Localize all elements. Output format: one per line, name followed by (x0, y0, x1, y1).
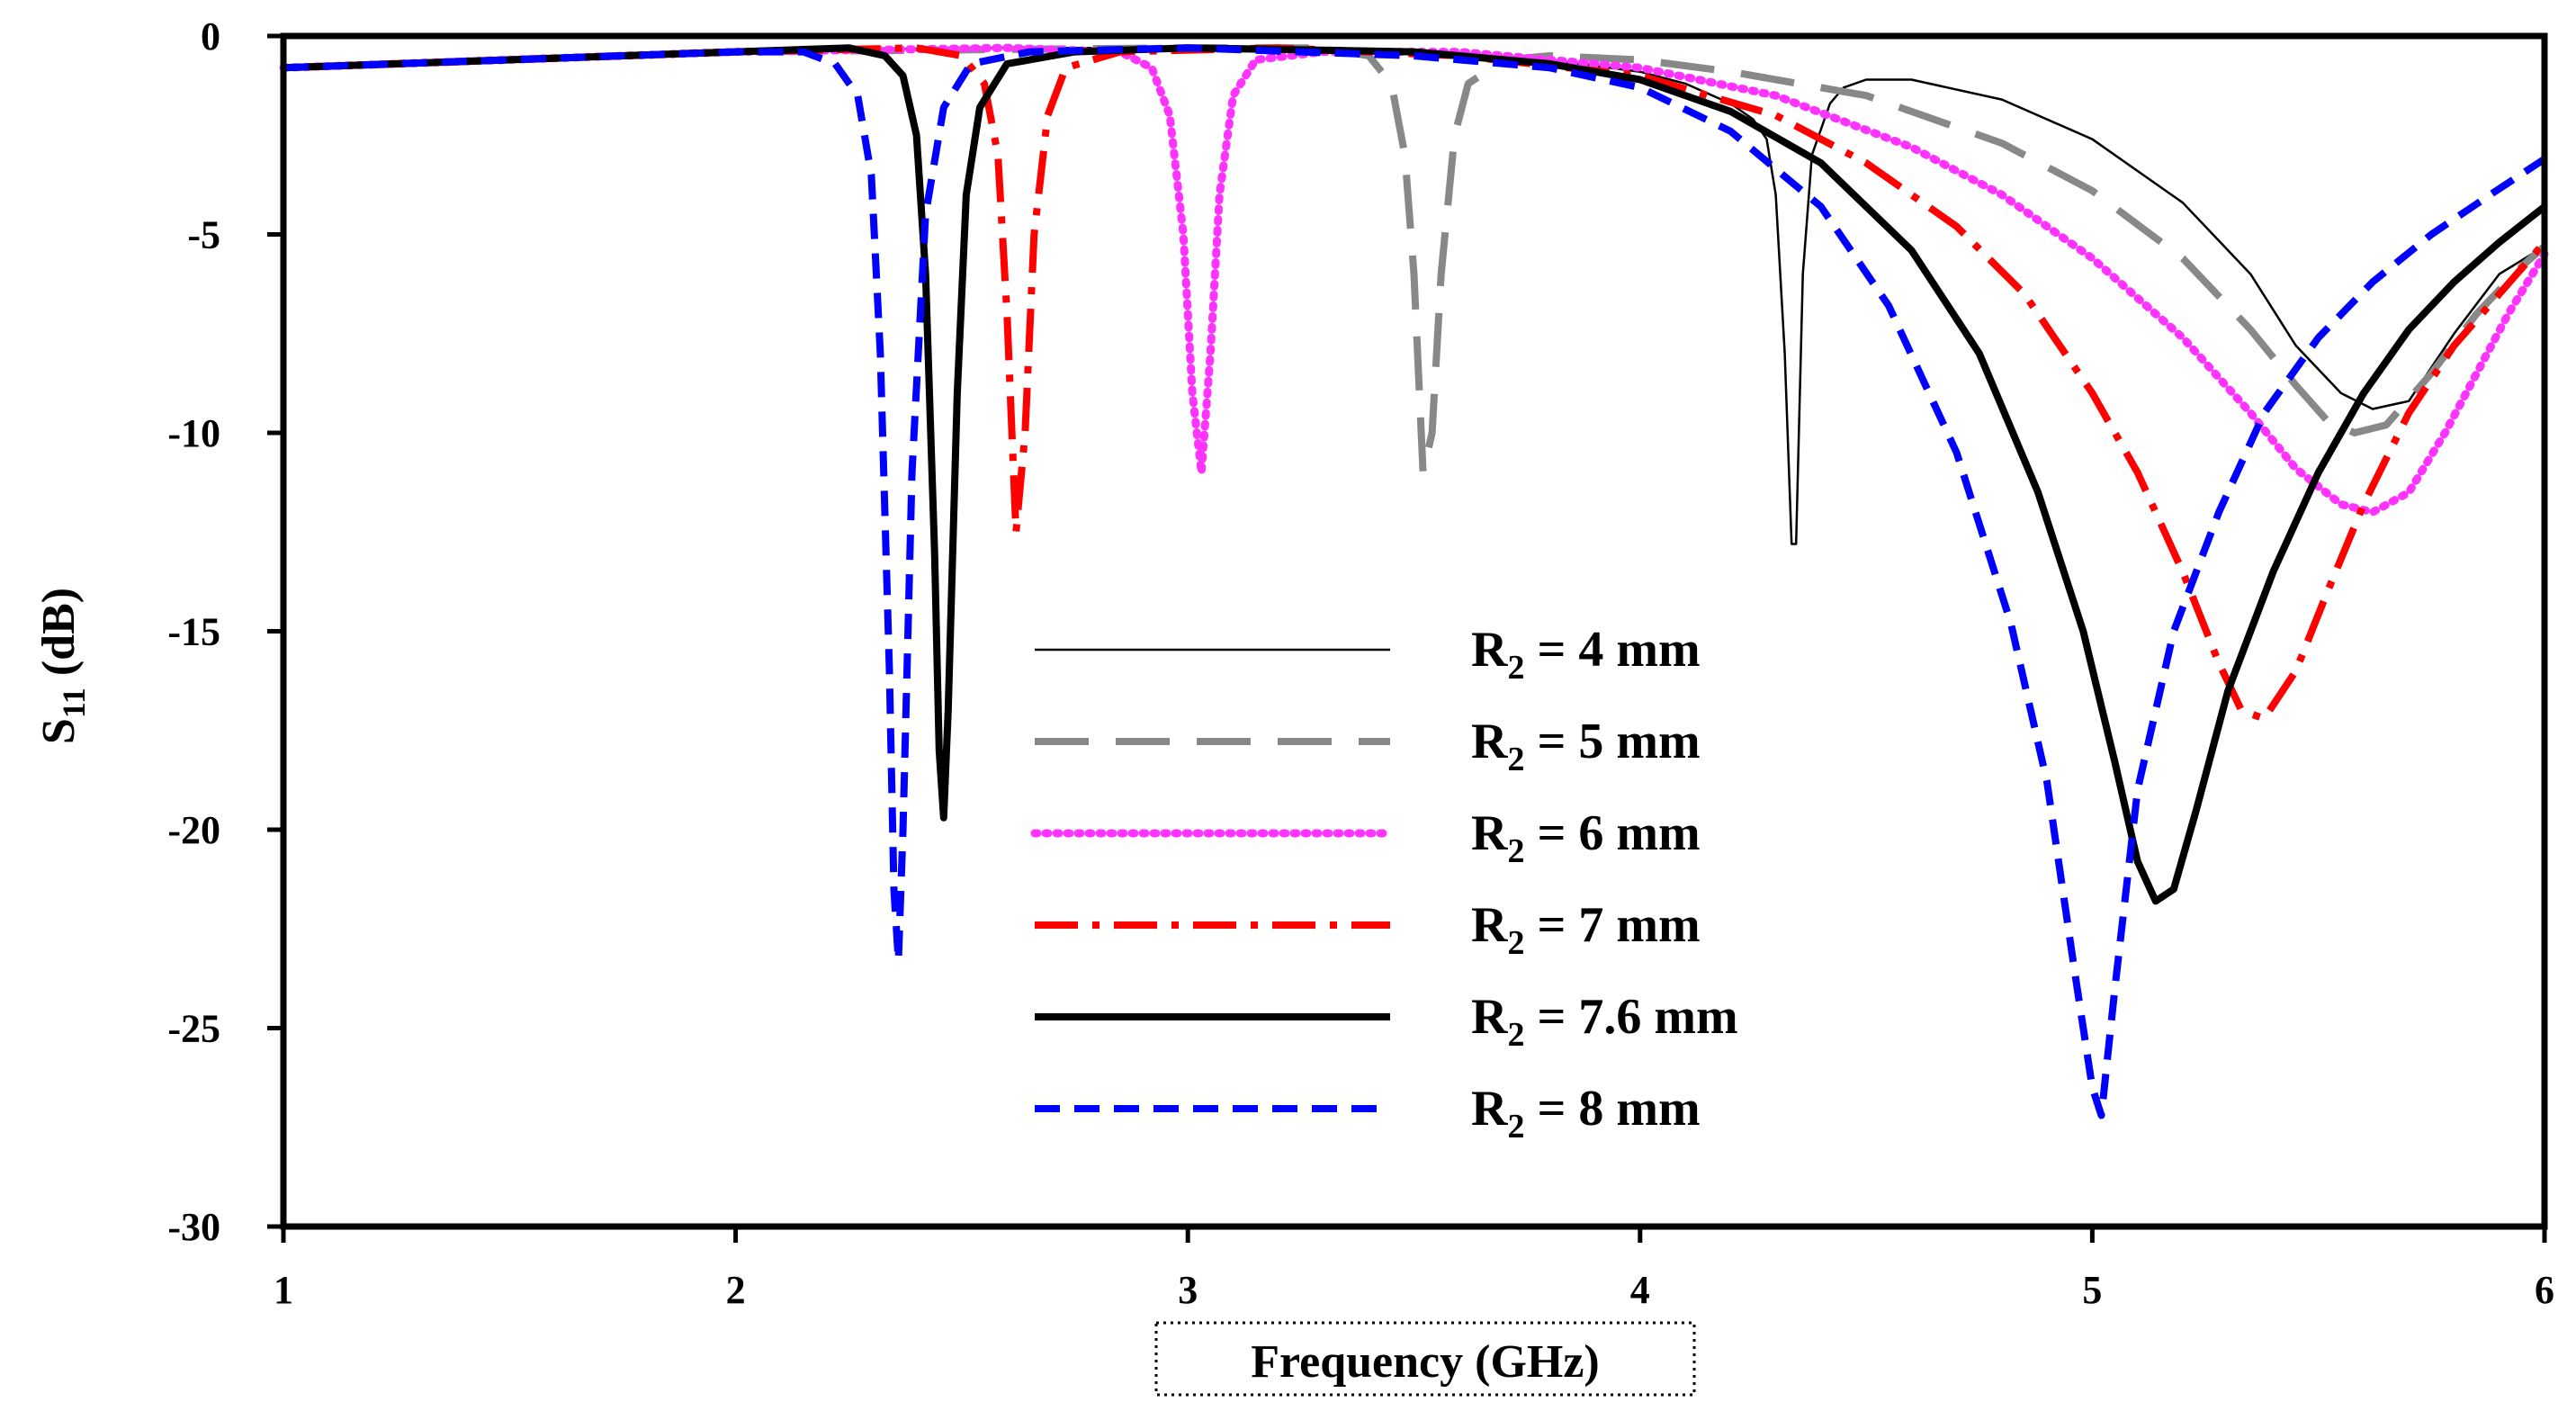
x-tick-label: 5 (2082, 1268, 2102, 1312)
legend-label-3: R2 = 6 mm (1471, 805, 1701, 870)
legend-label-6: R2 = 8 mm (1471, 1081, 1701, 1146)
y-tick-label: -30 (167, 1205, 220, 1249)
y-tick-label: -20 (167, 808, 220, 852)
series-line-5 (283, 44, 2547, 905)
legend-label-4: R2 = 7 mm (1471, 897, 1701, 962)
x-tick-label: 3 (1178, 1268, 1198, 1312)
x-axis-title: Frequency (GHz) (1251, 1336, 1600, 1388)
axes: 0 -5 -10 -15 -20 -25 -30 1 2 3 4 5 6 (167, 14, 2554, 1312)
x-tick-label: 2 (726, 1268, 746, 1312)
y-tick-label: 0 (201, 14, 220, 58)
x-tick-label: 6 (2535, 1268, 2554, 1312)
series-line-4 (283, 44, 2548, 723)
series-layer (279, 43, 2549, 1119)
y-tick-label: -15 (167, 610, 220, 654)
series-line-6 (283, 44, 2547, 1119)
x-tick-label: 1 (274, 1268, 293, 1312)
legend-label-5: R2 = 7.6 mm (1471, 989, 1738, 1054)
series-line-2 (283, 44, 2547, 477)
x-axis-title-box (1154, 1321, 1696, 1397)
y-tick-label: -10 (167, 411, 220, 455)
y-tick-label: -25 (167, 1007, 220, 1051)
legend-label-1: R2 = 4 mm (1471, 622, 1701, 687)
series-line-3 (279, 43, 2549, 517)
legend: R2 = 4 mm R2 = 5 mm R2 = 6 mm R2 = 7 mm R2 =… (1030, 622, 1738, 1146)
legend-label-2: R2 = 5 mm (1471, 714, 1701, 778)
y-axis-title: S11 (dB) (33, 588, 92, 744)
y-tick-label: -5 (187, 213, 220, 257)
x-tick-label: 4 (1630, 1268, 1650, 1312)
